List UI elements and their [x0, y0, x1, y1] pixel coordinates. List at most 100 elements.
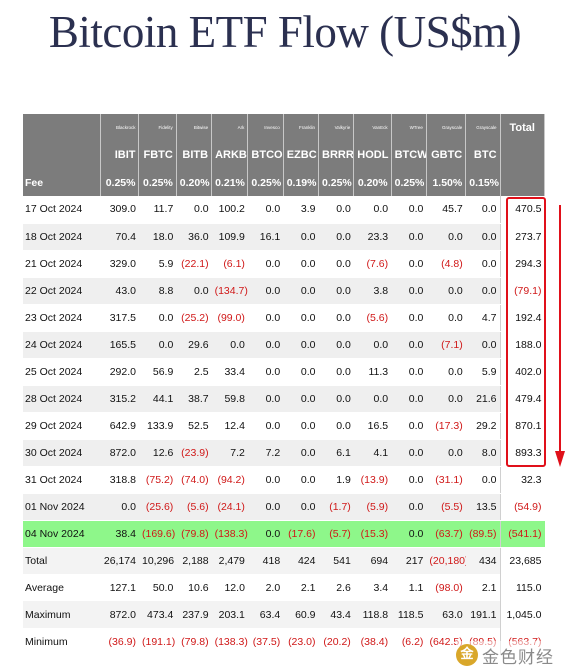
header-ticker: BRRR: [318, 141, 355, 169]
flow-cell: (17.3): [426, 412, 466, 440]
summary-cell: 43.4: [318, 601, 354, 628]
summary-label: Average: [23, 574, 101, 601]
flow-cell: 0.0: [391, 358, 427, 386]
flow-cell: 0.0: [176, 277, 212, 305]
flow-cell: 0.0: [318, 277, 354, 305]
summary-cell: 191.1: [465, 601, 501, 628]
summary-label: Maximum: [23, 601, 101, 628]
table-row: 23 Oct 2024 317.5 0.0 (25.2) (99.0) 0.0 0.0 0.0…: [23, 304, 545, 332]
flow-cell: 12.4: [211, 412, 248, 440]
flow-cell: 18.0: [138, 223, 177, 251]
header-issuer: WTree: [391, 114, 427, 141]
flow-cell: (17.6): [283, 520, 319, 548]
flow-cell: 329.0: [100, 250, 139, 278]
summary-cell: 694: [353, 547, 392, 574]
page-title: Bitcoin ETF Flow (US$m): [48, 7, 522, 57]
summary-cell: 127.1: [100, 574, 139, 601]
flow-cell: 0.0: [391, 385, 427, 413]
summary-cell: (79.8): [176, 628, 212, 655]
table-row: 30 Oct 2024 872.0 12.6 (23.9) 7.2 7.2 0.0 6.1 4.…: [23, 439, 545, 467]
flow-cell: 59.8: [211, 385, 248, 413]
watermark: 金 金色财经: [456, 641, 568, 669]
flow-cell: 38.7: [176, 385, 212, 413]
row-date: 24 Oct 2024: [23, 331, 101, 359]
flow-cell: 0.0: [426, 385, 466, 413]
flow-cell: (7.6): [353, 250, 392, 278]
flow-cell: (79.8): [176, 520, 212, 548]
flow-cell: 0.0: [426, 223, 466, 251]
summary-cell: 10,296: [138, 547, 177, 574]
flow-cell: 0.0: [138, 331, 177, 359]
flow-cell: 0.0: [247, 466, 284, 494]
flow-cell: 12.6: [138, 439, 177, 467]
summary-row: Total 26,174 10,296 2,188 2,479 418 424 541 694 2…: [23, 547, 545, 574]
row-date: 04 Nov 2024: [23, 520, 101, 548]
header-blank: [23, 141, 102, 169]
summary-cell: (20.2): [318, 628, 354, 655]
flow-cell: 13.5: [465, 493, 501, 521]
flow-cell: 0.0: [391, 196, 427, 224]
table-row: 22 Oct 2024 43.0 8.8 0.0 (134.7) 0.0 0.0 0.0 3.8…: [23, 277, 545, 305]
row-date: 17 Oct 2024: [23, 196, 101, 224]
flow-cell: 0.0: [247, 250, 284, 278]
flow-cell: 4.1: [353, 439, 392, 467]
summary-label: Minimum: [23, 628, 101, 655]
flow-cell: (6.1): [211, 250, 248, 278]
table-row: 17 Oct 2024 309.0 11.7 0.0 100.2 0.0 3.9 0.0 0.0…: [23, 196, 545, 224]
row-date: 30 Oct 2024: [23, 439, 101, 467]
flow-cell: (7.1): [426, 331, 466, 359]
summary-cell: (20,180): [426, 547, 466, 574]
table-row: 25 Oct 2024 292.0 56.9 2.5 33.4 0.0 0.0 0.0 11.3…: [23, 358, 545, 386]
header-issuer: Ark: [211, 114, 249, 141]
fee-label: Fee: [23, 169, 102, 196]
summary-row: Average 127.1 50.0 10.6 12.0 2.0 2.1 2.6 3.4 1.1(…: [23, 574, 545, 601]
summary-cell: 872.0: [100, 601, 139, 628]
summary-cell: 237.9: [176, 601, 212, 628]
flow-cell: 0.0: [353, 331, 392, 359]
flow-cell: (94.2): [211, 466, 248, 494]
flow-cell: (138.3): [211, 520, 248, 548]
summary-cell: (23.0): [283, 628, 319, 655]
row-date: 31 Oct 2024: [23, 466, 101, 494]
flow-cell: 0.0: [426, 277, 466, 305]
flow-cell: 0.0: [283, 250, 319, 278]
flow-cell: 23.3: [353, 223, 392, 251]
flow-cell: (89.5): [465, 520, 501, 548]
flow-cell: 0.0: [247, 304, 284, 332]
summary-label: Total: [23, 547, 101, 574]
row-total: (541.1): [499, 520, 545, 548]
table-row: 29 Oct 2024 642.9 133.9 52.5 12.4 0.0 0.0 0.0 16…: [23, 412, 545, 440]
table-row: 21 Oct 2024 329.0 5.9 (22.1) (6.1) 0.0 0.0 0.0(…: [23, 250, 545, 278]
flow-cell: 0.0: [318, 358, 354, 386]
row-date: 01 Nov 2024: [23, 493, 101, 521]
summary-cell: (191.1): [138, 628, 177, 655]
summary-cell: (98.0): [426, 574, 466, 601]
flow-cell: 0.0: [426, 439, 466, 467]
summary-row: Maximum 872.0 473.4 237.9 203.1 63.4 60.9 43.4 1…: [23, 601, 545, 628]
flow-cell: 0.0: [283, 385, 319, 413]
flow-cell: (99.0): [211, 304, 248, 332]
summary-cell: (38.4): [353, 628, 392, 655]
header-fee: 1.50%: [426, 169, 467, 196]
table-row: 28 Oct 2024 315.2 44.1 38.7 59.8 0.0 0.0 0.0 0.0…: [23, 385, 545, 413]
header-fee: 0.25%: [138, 169, 177, 196]
header-ticker-row: IBIT FBTC BITB ARKB BTCO EZBC BRRR HODL BTCW GBTC…: [23, 141, 546, 169]
flow-cell: 11.3: [353, 358, 392, 386]
summary-cell: 63.4: [247, 601, 284, 628]
flow-cell: 8.0: [465, 439, 501, 467]
flow-cell: 317.5: [100, 304, 139, 332]
flow-cell: (23.9): [176, 439, 212, 467]
flow-cell: 5.9: [138, 250, 177, 278]
summary-cell: 2.1: [465, 574, 501, 601]
flow-cell: 0.0: [465, 250, 501, 278]
flow-cell: 315.2: [100, 385, 139, 413]
flow-cell: 0.0: [391, 439, 427, 467]
row-date: 22 Oct 2024: [23, 277, 101, 305]
flow-cell: 33.4: [211, 358, 248, 386]
row-date: 25 Oct 2024: [23, 358, 101, 386]
header-issuer: Valkyrie: [318, 114, 355, 141]
flow-cell: (13.9): [353, 466, 392, 494]
summary-cell: 2.6: [318, 574, 354, 601]
flow-cell: 318.8: [100, 466, 139, 494]
flow-cell: 0.0: [283, 304, 319, 332]
